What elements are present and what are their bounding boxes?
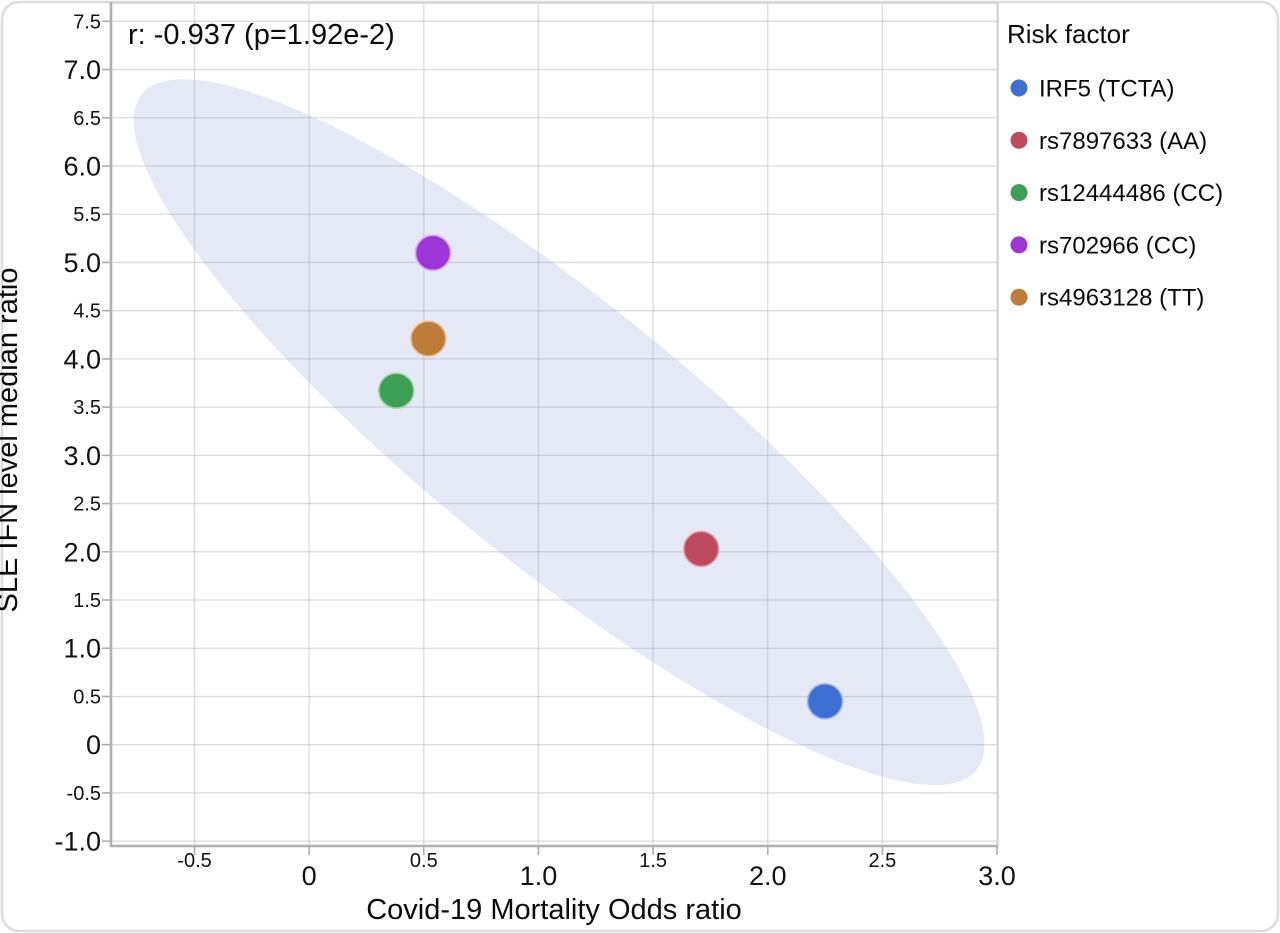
confidence-ellipse bbox=[133, 79, 985, 786]
data-point-1 bbox=[806, 682, 844, 720]
data-point-3 bbox=[378, 372, 415, 410]
axes-layer bbox=[109, 2, 999, 848]
y-tick-label: 6.5 bbox=[73, 108, 101, 130]
y-tick-label: 1.5 bbox=[73, 590, 101, 612]
y-tick-label: 0.5 bbox=[73, 686, 101, 708]
legend-title: Risk factor bbox=[1007, 19, 1130, 49]
correlation-annotation: r: -0.937 (p=1.92e-2) bbox=[128, 19, 395, 51]
data-point-5 bbox=[410, 320, 447, 357]
y-tick-label: 7.5 bbox=[73, 11, 101, 33]
x-tick-label: 2.5 bbox=[868, 850, 896, 872]
x-tick-label: 0 bbox=[302, 861, 317, 891]
y-tick-label: -1.0 bbox=[54, 827, 101, 857]
data-points-layer bbox=[378, 234, 844, 720]
x-tick-label: 0.5 bbox=[410, 850, 438, 872]
tick-layer: -0.5 0 0.5 1.0 1.5 2.0 2.5 3.0 -1.0 -0.5 0 0.5 1.0 1.… bbox=[54, 11, 1015, 891]
data-point-4 bbox=[414, 234, 452, 272]
y-tick-label: 3.0 bbox=[63, 441, 101, 471]
y-tick-label: 5.5 bbox=[73, 204, 101, 226]
x-tick-label: 2.0 bbox=[749, 861, 787, 891]
legend-label-5: rs4963128 (TT) bbox=[1039, 285, 1204, 312]
x-tick-label: 3.0 bbox=[978, 861, 1016, 891]
x-tick-label: 1.0 bbox=[520, 861, 558, 891]
y-axis-title: SLE IFN level median ratio bbox=[0, 268, 24, 613]
legend-label-3: rs12444486 (CC) bbox=[1039, 180, 1223, 207]
legend-swatch-5 bbox=[1010, 288, 1028, 306]
y-tick-label: 7.0 bbox=[63, 55, 101, 85]
y-tick-label: -0.5 bbox=[67, 783, 101, 805]
y-tick-label: 2.0 bbox=[63, 537, 101, 567]
legend-swatch-1 bbox=[1010, 79, 1028, 97]
y-tick-label: 4.0 bbox=[63, 344, 101, 374]
legend-swatch-4 bbox=[1010, 236, 1028, 254]
legend-label-2: rs7897633 (AA) bbox=[1039, 128, 1207, 155]
legend-label-4: rs702966 (CC) bbox=[1039, 232, 1196, 259]
legend: Risk factor IRF5 (TCTA) rs7897633 (AA) rs1… bbox=[1007, 19, 1223, 312]
y-tick-label: 6.0 bbox=[63, 151, 101, 181]
x-axis-title: Covid-19 Mortality Odds ratio bbox=[366, 894, 742, 926]
confidence-ellipse-layer bbox=[133, 79, 985, 786]
y-tick-label: 3.5 bbox=[73, 397, 101, 419]
y-tick-label: 2.5 bbox=[73, 494, 101, 516]
x-tick-label: -0.5 bbox=[177, 850, 211, 872]
x-tick-label: 1.5 bbox=[639, 850, 667, 872]
legend-items: IRF5 (TCTA) rs7897633 (AA) rs12444486 (CC)… bbox=[1010, 76, 1223, 312]
legend-swatch-2 bbox=[1010, 131, 1028, 149]
y-tick-label: 5.0 bbox=[63, 248, 101, 278]
legend-swatch-3 bbox=[1010, 184, 1028, 202]
y-tick-label: 0 bbox=[86, 730, 101, 760]
legend-label-1: IRF5 (TCTA) bbox=[1039, 76, 1175, 103]
data-point-2 bbox=[682, 530, 720, 568]
y-tick-label: 1.0 bbox=[63, 634, 101, 664]
gridlines-layer bbox=[112, 3, 998, 845]
y-tick-label: 4.5 bbox=[73, 301, 101, 323]
